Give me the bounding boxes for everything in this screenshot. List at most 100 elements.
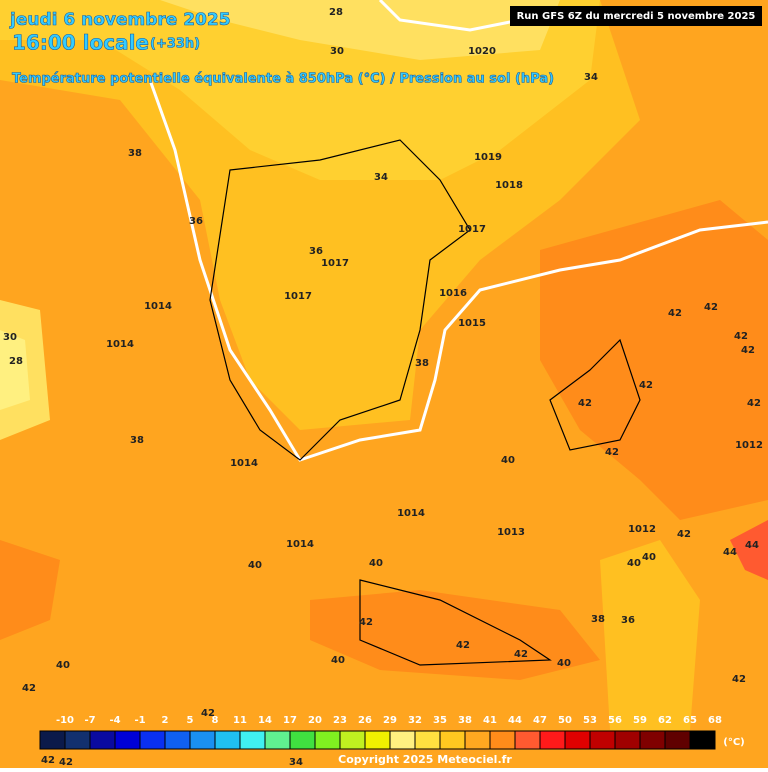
- colorbar-label: 68: [708, 715, 722, 726]
- theta-label: 40: [501, 455, 515, 466]
- colorbar-label: 62: [658, 715, 672, 726]
- colorbar-swatch: [539, 730, 566, 750]
- isobar-label: 1012: [735, 440, 763, 451]
- colorbar-swatch: [439, 730, 466, 750]
- theta-label: 28: [329, 7, 343, 18]
- isobar-label: 1014: [144, 301, 172, 312]
- theta-label: 38: [128, 148, 142, 159]
- offset: (+33h): [150, 37, 200, 52]
- theta-label: 34: [289, 757, 303, 768]
- colorbar-swatch: [114, 730, 141, 750]
- isobar-label: 1014: [106, 339, 134, 350]
- region-se-38: [600, 540, 700, 730]
- theta-label: 36: [189, 216, 203, 227]
- colorbar-swatch: [339, 730, 366, 750]
- colorbar-swatch: [564, 730, 591, 750]
- colorbar-swatch: [639, 730, 666, 750]
- isobar-label: 1017: [284, 291, 312, 302]
- colorbar-swatch: [89, 730, 116, 750]
- theta-label: 42: [578, 398, 592, 409]
- colorbar-swatch: [464, 730, 491, 750]
- colorbar-swatch: [39, 730, 66, 750]
- colorbar-swatch: [614, 730, 641, 750]
- colorbar-label: 2: [162, 715, 169, 726]
- colorbar-label: 59: [633, 715, 647, 726]
- theta-label: 44: [723, 547, 737, 558]
- isobar-label: 1019: [474, 152, 502, 163]
- colorbar-swatch: [139, 730, 166, 750]
- colorbar-label: 20: [308, 715, 322, 726]
- theta-label: 36: [309, 246, 323, 257]
- region-sw-44: [0, 540, 60, 640]
- colorbar-label: 44: [508, 715, 522, 726]
- subtitle: Température potentielle équivalente à 85…: [12, 72, 554, 87]
- colorbar-label: -7: [84, 715, 95, 726]
- theta-label: 42: [456, 640, 470, 651]
- colorbar-swatch: [489, 730, 516, 750]
- colorbar-swatch: [664, 730, 691, 750]
- colorbar-swatch: [314, 730, 341, 750]
- colorbar-swatch: [214, 730, 241, 750]
- colorbar-label: 23: [333, 715, 347, 726]
- run-box: [510, 6, 762, 26]
- theta-label: 42: [514, 649, 528, 660]
- colorbar-label: 47: [533, 715, 547, 726]
- isobar-label: 1014: [230, 458, 258, 469]
- colorbar-swatch: [689, 730, 716, 750]
- front-line: [148, 79, 768, 462]
- colorbar-label: 53: [583, 715, 597, 726]
- theta-label: 42: [734, 331, 748, 342]
- colorbar-swatch: [64, 730, 91, 750]
- colorbar-swatch: [239, 730, 266, 750]
- colorbar-label: 26: [358, 715, 372, 726]
- theta-label: 40: [627, 558, 641, 569]
- colorbar-swatch: [514, 730, 541, 750]
- colorbar-label: -1: [134, 715, 145, 726]
- isobar-label: 1018: [495, 180, 523, 191]
- colorbar-label: 8: [212, 715, 219, 726]
- colorbar-swatch: [264, 730, 291, 750]
- isobar-label: 1020: [468, 46, 496, 57]
- colorbar-label: 32: [408, 715, 422, 726]
- theta-label: 44: [745, 540, 759, 551]
- theta-label: 30: [3, 332, 17, 343]
- theta-label: 42: [741, 345, 755, 356]
- colorbar-swatch: [289, 730, 316, 750]
- coastline: [209, 139, 641, 666]
- theta-label: 28: [9, 356, 23, 367]
- theta-label: 38: [130, 435, 144, 446]
- colorbar-label: -4: [109, 715, 120, 726]
- copyright: Copyright 2025 Meteociel.fr: [338, 753, 512, 766]
- theta-label: 42: [747, 398, 761, 409]
- colorbar-swatch: [414, 730, 441, 750]
- theta-label: 40: [331, 655, 345, 666]
- region-47: [730, 520, 768, 580]
- theta-label: 38: [415, 358, 429, 369]
- isobar-label: 1014: [397, 508, 425, 519]
- colorbar-label: 17: [283, 715, 297, 726]
- theta-label: 40: [642, 552, 656, 563]
- theta-label: 42: [639, 380, 653, 391]
- colorbar-swatch: [589, 730, 616, 750]
- theta-label: 42: [201, 708, 215, 719]
- isobar-label: 1016: [439, 288, 467, 299]
- theta-label: 36: [621, 615, 635, 626]
- isobar-label: 1014: [286, 539, 314, 550]
- isobar-label: 1017: [458, 224, 486, 235]
- colorbar-label: 56: [608, 715, 622, 726]
- isobar-label: 1012: [628, 524, 656, 535]
- theta-label: 42: [704, 302, 718, 313]
- colorbar-swatch: [389, 730, 416, 750]
- colorbar-label: 35: [433, 715, 447, 726]
- colorbar-swatch: [189, 730, 216, 750]
- region-west-29: [0, 330, 30, 410]
- theta-label: 40: [56, 660, 70, 671]
- theta-label: 40: [369, 558, 383, 569]
- run-info: Run GFS 6Z du mercredi 5 novembre 2025: [517, 11, 756, 22]
- theta-label: 42: [732, 674, 746, 685]
- theta-label: 42: [605, 447, 619, 458]
- region-south-44: [310, 590, 600, 680]
- theta-label: 38: [591, 614, 605, 625]
- theta-label: 30: [330, 46, 344, 57]
